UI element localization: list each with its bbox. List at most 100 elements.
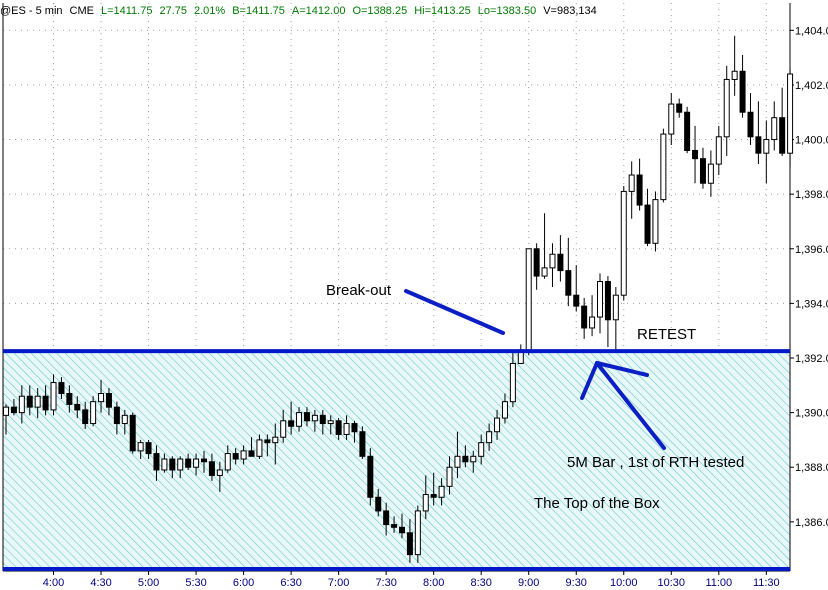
candle-body-up: [240, 450, 247, 460]
candle-body-up: [509, 362, 516, 403]
candle: [604, 276, 611, 348]
candle: [668, 93, 675, 145]
candle-body-down: [351, 423, 358, 433]
quote-header: @ES - 5 min CME L=1411.75 27.75 2.01% B=1411.…: [0, 0, 828, 22]
candle: [533, 243, 540, 290]
candle-body-down: [383, 510, 390, 526]
price-axis: 1,386.0 1,388.0 1,390.0 1,392.0 1,394.0 1,396…: [790, 25, 828, 529]
candle-body-down: [391, 524, 398, 528]
candle-body-down: [113, 406, 120, 425]
time-tick-label: 9:00: [518, 577, 539, 589]
candle-body-up: [715, 136, 722, 165]
candle: [193, 453, 200, 476]
candle-body-up: [18, 395, 25, 414]
candle: [660, 128, 667, 203]
candle-body-down: [26, 395, 33, 408]
time-tick-label: 6:00: [233, 577, 254, 589]
price-tick-label: 1,396.0: [795, 244, 828, 256]
candle-body-up: [137, 442, 144, 452]
candle-body-down: [319, 414, 326, 425]
price-tick-label: 1,386.0: [795, 517, 828, 529]
candle: [525, 248, 532, 356]
retest-arrowhead-left: [580, 361, 599, 400]
candle: [82, 401, 89, 429]
candle: [42, 385, 49, 416]
candle: [280, 409, 287, 443]
retest-label: RETEST: [637, 326, 696, 343]
annotation-arrows: [404, 289, 666, 450]
candle-body-up: [98, 393, 105, 403]
candle-body-up: [216, 469, 223, 476]
candle-body-up: [660, 133, 667, 201]
candle: [296, 407, 303, 432]
candle: [50, 374, 57, 416]
candle: [90, 396, 97, 427]
candle-body-up: [707, 163, 714, 184]
price-tick-label: 1,394.0: [795, 298, 828, 310]
candle: [335, 418, 342, 440]
ask-price: A=1412.00: [291, 5, 346, 17]
candle-body-up: [787, 73, 794, 154]
candle: [359, 426, 366, 460]
retest-arrowhead-right: [595, 361, 649, 377]
candle: [351, 420, 358, 443]
time-tick-label: 5:00: [138, 577, 159, 589]
candle-body-up: [541, 267, 548, 277]
candle: [201, 450, 207, 473]
candle: [145, 439, 152, 460]
last-price: L=1411.75: [100, 5, 153, 17]
price-tick-label: 1,402.0: [795, 80, 828, 92]
candle-body-up: [620, 190, 627, 296]
candle-body-down: [145, 442, 152, 455]
candle: [486, 423, 493, 451]
candle: [446, 456, 453, 495]
bid-price: B=1411.75: [232, 5, 285, 17]
candle-body-down: [747, 111, 754, 138]
time-tick-label: 5:30: [185, 577, 206, 589]
candle-body-up: [597, 281, 603, 318]
box-zone: [3, 351, 790, 571]
candle: [739, 54, 746, 118]
candle-body-up: [280, 420, 287, 438]
candle: [628, 161, 635, 219]
candle: [288, 401, 295, 435]
volume: V=983,134: [543, 5, 597, 17]
candle-body-down: [565, 270, 572, 296]
candle: [272, 423, 279, 465]
candle-body-up: [311, 414, 318, 422]
candle: [129, 412, 136, 454]
candle-body-up: [422, 494, 429, 512]
candle-body-down: [399, 526, 405, 534]
candle-body-up: [256, 439, 263, 457]
candle: [161, 453, 168, 473]
candle-body-down: [644, 204, 651, 244]
candle: [565, 237, 572, 307]
candle-body-up: [3, 406, 9, 416]
candle-body-down: [462, 455, 469, 463]
candle: [367, 448, 374, 506]
candle-body-up: [470, 455, 477, 463]
candle-body-down: [248, 450, 255, 457]
time-tick-label: 4:30: [90, 577, 111, 589]
candle-body-down: [636, 174, 643, 206]
candle: [494, 409, 501, 440]
open-price: O=1388.25: [352, 5, 408, 17]
candle-body-down: [573, 294, 580, 307]
candle: [470, 450, 477, 473]
candle: [177, 456, 184, 479]
breakout-pointer-line: [404, 289, 505, 335]
candle-body-down: [58, 382, 65, 395]
candle: [787, 68, 794, 167]
candle: [430, 472, 437, 506]
candle: [438, 478, 445, 506]
candle-body-up: [501, 401, 508, 419]
candle-body-up: [34, 395, 41, 408]
time-tick-label: 8:00: [423, 577, 444, 589]
candle: [224, 445, 231, 473]
candle: [699, 147, 706, 189]
candle-body-down: [169, 458, 176, 471]
candle: [715, 125, 722, 176]
candle-body-down: [153, 453, 160, 471]
candle: [462, 445, 469, 468]
